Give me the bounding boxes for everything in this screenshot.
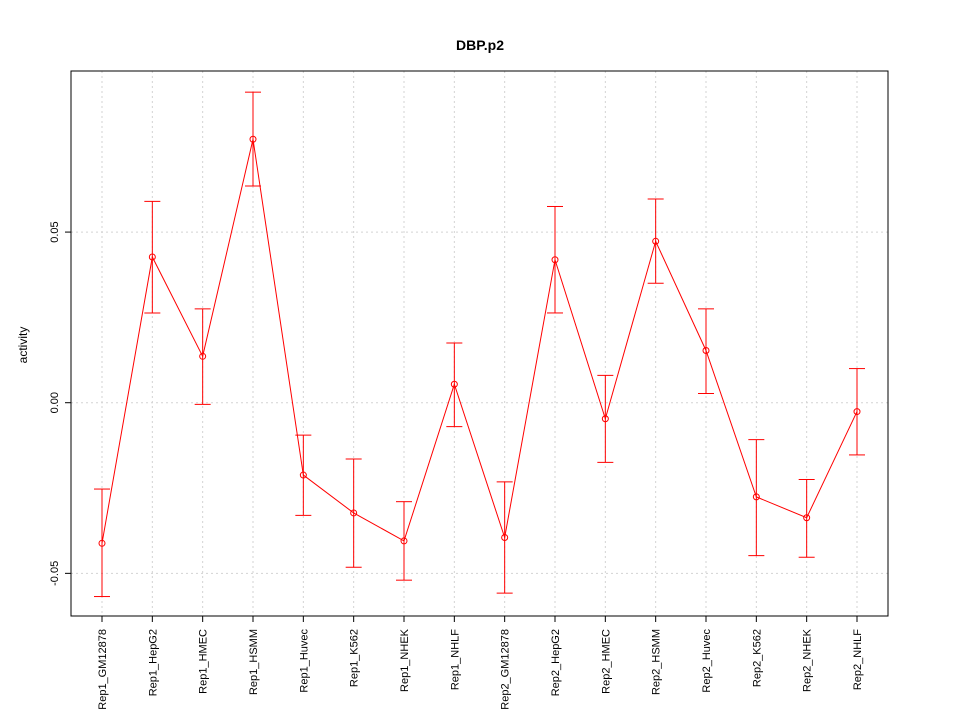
- data-point: [652, 237, 660, 245]
- data-point: [601, 415, 609, 423]
- x-tick-label: Rep1_HSMM: [248, 629, 260, 695]
- x-tick-label: Rep1_NHLF: [449, 629, 461, 690]
- y-axis-label: activity: [16, 327, 30, 364]
- data-point: [299, 471, 307, 479]
- data-point: [199, 352, 207, 360]
- x-tick-label: Rep2_HepG2: [550, 629, 562, 696]
- data-point: [350, 509, 358, 517]
- data-point: [702, 346, 710, 354]
- x-tick-label: Rep2_HSMM: [651, 629, 663, 695]
- series-line: [101, 139, 858, 544]
- series: [98, 135, 861, 547]
- data-point: [249, 135, 257, 143]
- plot-frame: [70, 70, 889, 617]
- x-tick-label: Rep1_GM12878: [97, 629, 109, 710]
- chart-title: DBP.p2: [456, 37, 504, 53]
- x-tick-label: Rep2_NHEK: [802, 628, 814, 692]
- data-point: [148, 253, 156, 261]
- x-tick-label: Rep1_K562: [349, 629, 361, 687]
- x-tick-label: Rep2_K562: [751, 629, 763, 687]
- data-point: [501, 534, 509, 542]
- grid: [71, 71, 888, 616]
- x-tick-label: Rep2_Huvec: [701, 629, 713, 693]
- y-tick-label: 0.05: [49, 221, 61, 242]
- data-point: [450, 380, 458, 388]
- data-point: [853, 408, 861, 416]
- x-tick-label: Rep2_NHLF: [852, 629, 864, 690]
- data-point: [752, 493, 760, 501]
- x-tick-label: Rep1_HMEC: [198, 629, 210, 694]
- x-tick-label: Rep2_GM12878: [500, 629, 512, 710]
- data-point: [400, 537, 408, 545]
- x-tick-label: Rep2_HMEC: [600, 629, 612, 694]
- x-tick-label: Rep1_HepG2: [147, 629, 159, 696]
- y-ticks: -0.05 0.00 0.05: [49, 221, 71, 586]
- x-tick-label: Rep1_Huvec: [298, 629, 310, 693]
- error-bars: [94, 91, 865, 598]
- data-point: [551, 256, 559, 264]
- data-point: [98, 539, 106, 547]
- x-tick-label: Rep1_NHEK: [399, 628, 411, 692]
- data-point: [803, 514, 811, 522]
- y-tick-label: -0.05: [49, 561, 61, 586]
- x-ticks: Rep1_GM12878 Rep1_HepG2 Rep1_HMEC Rep1_HSMM…: [97, 616, 864, 710]
- y-tick-label: 0.00: [49, 392, 61, 413]
